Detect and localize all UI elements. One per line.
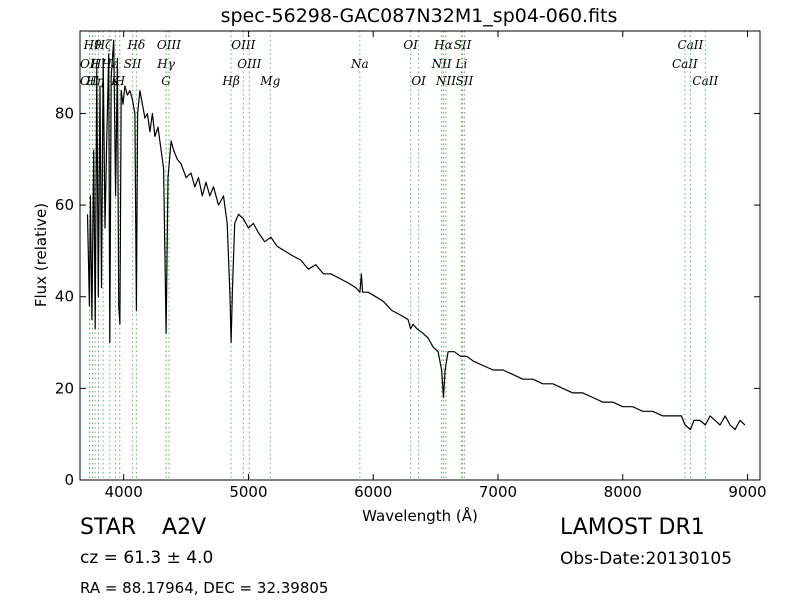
marker-label-9: SII <box>124 57 142 71</box>
marker-label-13: OIII <box>157 38 181 52</box>
marker-label-8: H <box>114 74 126 88</box>
x-tick-label-6000: 6000 <box>354 483 392 501</box>
x-tick-label-9000: 9000 <box>728 483 766 501</box>
x-axis-label: Wavelength (Å) <box>362 506 478 525</box>
marker-label-7: K <box>110 74 121 88</box>
marker-label-12: G <box>161 74 171 88</box>
marker-label-29: CaII <box>692 74 718 88</box>
marker-label-14: Hβ <box>221 74 239 88</box>
y-tick-label-40: 40 <box>55 288 74 306</box>
marker-label-19: OI <box>403 38 418 52</box>
redshift-cz: cz = 61.3 ± 4.0 <box>80 548 214 568</box>
marker-label-16: OIII <box>237 57 261 71</box>
survey-name: LAMOST DR1 <box>560 515 705 540</box>
marker-label-15: OIII <box>231 38 255 52</box>
marker-label-25: SII <box>454 38 472 52</box>
marker-label-23: NII <box>435 74 456 88</box>
marker-label-2: Hθ <box>83 38 102 52</box>
marker-label-21: NII <box>431 57 452 71</box>
axis-ticks: 4000 5000 6000 7000 8000 9000 0 20 40 60 80 <box>55 31 767 501</box>
marker-label-18: Na <box>350 57 369 71</box>
marker-label-17: Mg <box>259 74 280 88</box>
marker-label-3: Hη <box>85 74 104 88</box>
marker-label-4: Hι <box>90 57 106 71</box>
marker-label-28: CaII <box>677 38 703 52</box>
x-tick-label-8000: 8000 <box>604 483 642 501</box>
plot-frame <box>79 30 761 481</box>
observation-date: Obs-Date:20130105 <box>560 549 733 569</box>
spectrum-line-0 <box>86 39 746 431</box>
x-tick-label-4000: 4000 <box>105 483 143 501</box>
object-class: STAR A2V <box>80 515 206 540</box>
object-class-text: STAR <box>80 515 137 540</box>
x-tick-label-7000: 7000 <box>479 483 517 501</box>
marker-label-22: Hα <box>433 38 453 52</box>
marker-label-24: Li <box>455 57 468 71</box>
y-tick-label-60: 60 <box>55 196 74 214</box>
y-tick-label-20: 20 <box>55 379 74 397</box>
line-markers: OIIOIIHθHηHιHζHεKHSIIHδHγGOIIIHβOIIIOIII… <box>80 31 719 480</box>
y-tick-label-0: 0 <box>64 471 74 489</box>
marker-label-26: SII <box>456 74 474 88</box>
spectral-subclass: A2V <box>162 515 207 540</box>
chart-title: spec-56298-GAC087N32M1_sp04-060.fits <box>220 5 618 27</box>
y-axis-label: Flux (relative) <box>32 203 50 307</box>
marker-label-27: CaII <box>672 57 698 71</box>
marker-label-5: Hζ <box>94 38 113 52</box>
coordinates: RA = 88.17964, DEC = 32.39805 <box>80 579 329 597</box>
marker-label-20: OI <box>411 74 426 88</box>
spectrum-series <box>86 39 746 431</box>
x-tick-label-5000: 5000 <box>229 483 267 501</box>
y-tick-label-80: 80 <box>55 104 74 122</box>
marker-label-10: Hδ <box>127 38 146 52</box>
